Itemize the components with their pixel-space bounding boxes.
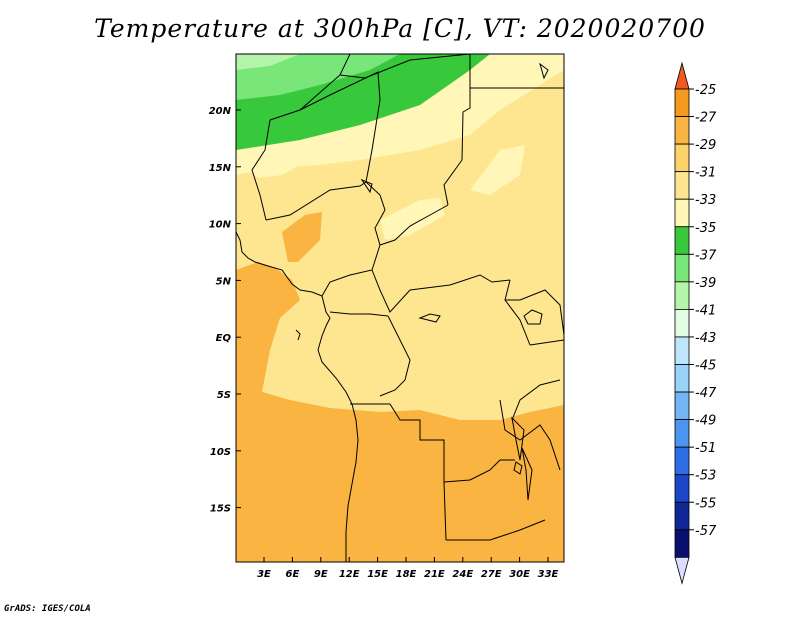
colorbar-swatch	[674, 308, 690, 338]
colorbar-label: -53	[695, 469, 716, 484]
lon-tick-label: 27E	[481, 569, 502, 580]
colorbar-swatch	[674, 253, 690, 283]
lon-tick-label: 12E	[339, 569, 360, 580]
colorbar-swatch	[674, 143, 690, 173]
lat-tick-label: 20N	[209, 106, 232, 117]
colorbar-swatch	[674, 501, 690, 531]
colorbar-swatch	[674, 281, 690, 310]
lon-tick-label: 21E	[424, 569, 445, 580]
colorbar-swatch	[674, 419, 690, 448]
lat-tick-label: 15S	[210, 504, 231, 515]
colorbar-swatch	[674, 474, 690, 503]
lon-tick-label: 9E	[314, 569, 328, 580]
lat-tick-label: 5N	[216, 276, 232, 287]
longitude-ticks: 3E 6E 9E 12E 15E 18E 21E 24E 27E 30E 33E	[257, 557, 559, 580]
temperature-field	[236, 54, 564, 562]
colorbar-label: -37	[695, 248, 717, 263]
grads-credit: GrADS: IGES/COLA	[4, 604, 91, 614]
colorbar-label: -57	[695, 524, 717, 539]
colorbar-swatch	[674, 198, 690, 228]
colorbar-label: -43	[695, 331, 716, 346]
colorbar-swatch	[674, 446, 690, 476]
colorbar-swatch	[674, 391, 690, 420]
colorbar-label: -49	[695, 414, 716, 429]
colorbar-swatch	[674, 88, 690, 117]
colorbar-label: -27	[695, 111, 717, 126]
colorbar-swatch	[674, 529, 690, 558]
lon-tick-label: 6E	[286, 569, 300, 580]
map-title: Temperature at 300hPa [C], VT: 202002070…	[94, 14, 706, 43]
colorbar-label: -25	[695, 83, 716, 98]
colorbar-swatch	[674, 171, 690, 200]
latitude-ticks: 20N 15N 10N 5N EQ 5S 10S 15S	[209, 106, 241, 515]
coastlines-borders	[236, 54, 564, 562]
colorbar: -25 -27 -29 -31 -33 -35 -37 -39 -41 -43 -45 -47 -49 -…	[674, 61, 717, 585]
colorbar-label: -33	[695, 193, 716, 208]
lon-tick-label: 18E	[396, 569, 417, 580]
colorbar-top-arrow	[674, 61, 690, 90]
colorbar-label: -39	[695, 276, 716, 291]
lon-tick-label: 33E	[538, 569, 559, 580]
colorbar-label: -35	[695, 221, 716, 236]
colorbar-label: -47	[695, 386, 717, 401]
colorbar-swatch	[674, 336, 690, 365]
lat-tick-label: 10S	[210, 447, 231, 458]
colorbar-label: -55	[695, 496, 716, 511]
plot-frame	[235, 53, 565, 563]
lon-tick-label: 24E	[452, 569, 473, 580]
colorbar-label: -31	[695, 166, 716, 181]
colorbar-bottom-arrow	[674, 556, 690, 585]
lat-tick-label: EQ	[216, 333, 232, 344]
colorbar-swatch	[674, 116, 690, 145]
colorbar-swatch	[674, 364, 690, 393]
lat-tick-label: 10N	[209, 220, 232, 231]
colorbar-label: -41	[695, 303, 716, 318]
colorbar-label: -45	[695, 359, 716, 374]
colorbar-label: -51	[695, 441, 716, 456]
lon-tick-label: 3E	[257, 569, 271, 580]
lat-tick-label: 5S	[217, 390, 231, 401]
lat-tick-label: 15N	[209, 163, 232, 174]
colorbar-label: -29	[695, 138, 716, 153]
colorbar-swatch	[674, 226, 690, 255]
lon-tick-label: 30E	[509, 569, 530, 580]
lon-tick-label: 15E	[367, 569, 388, 580]
